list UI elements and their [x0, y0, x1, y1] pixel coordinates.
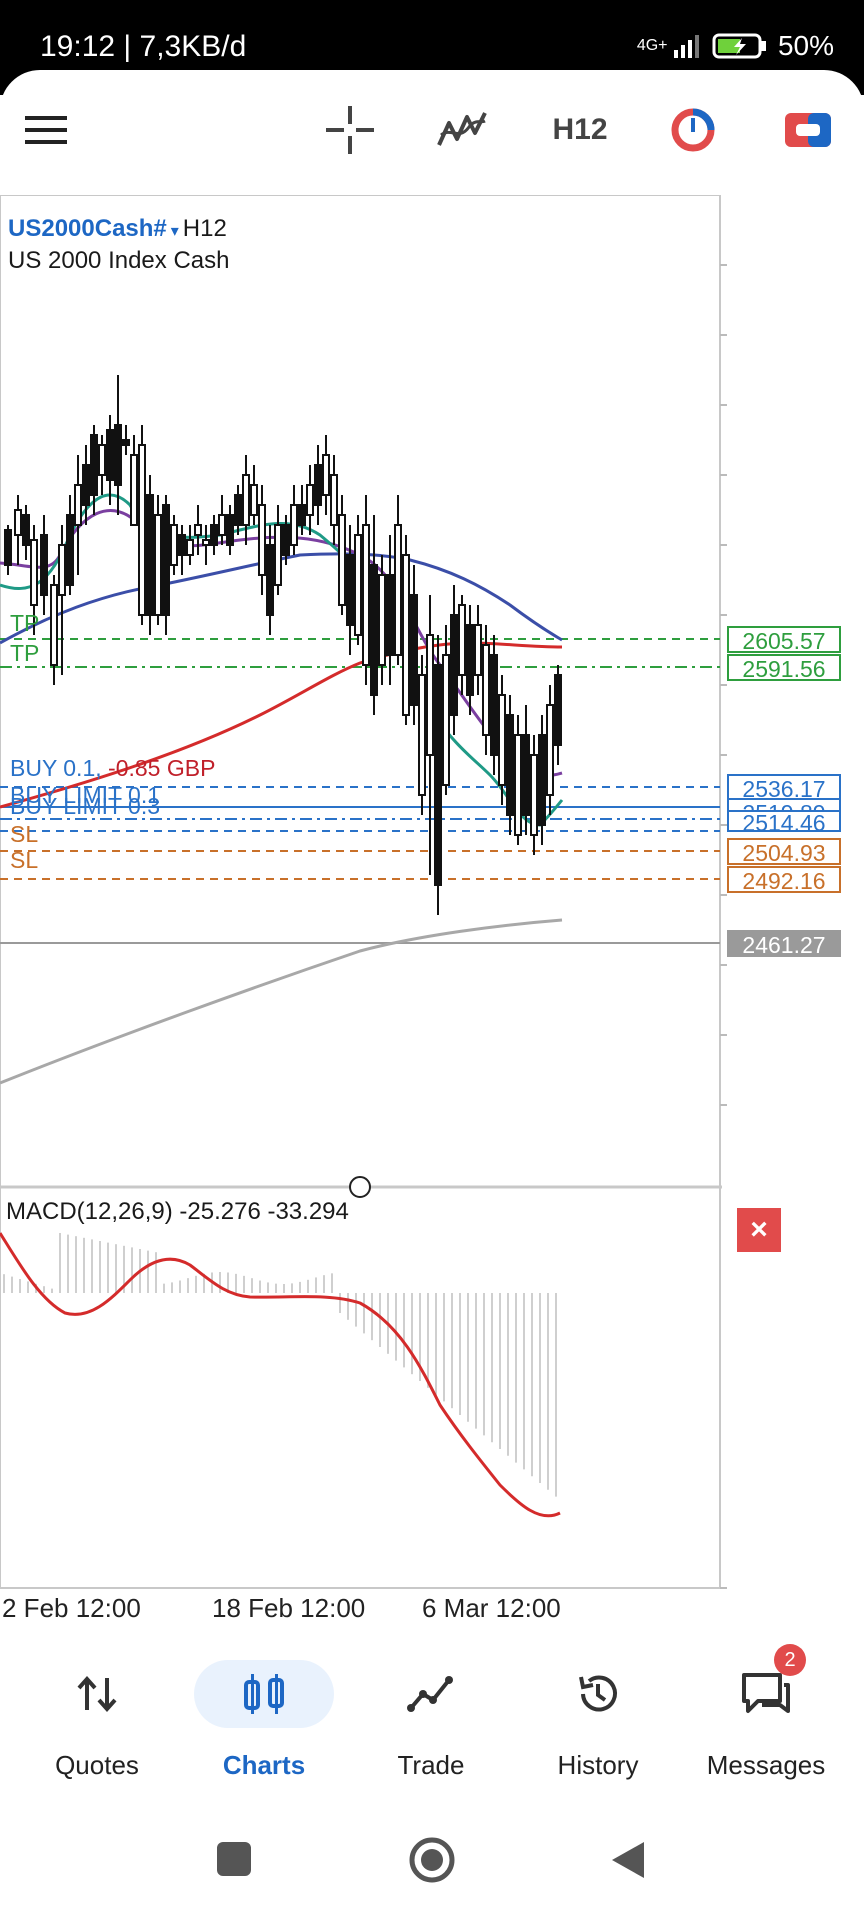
chart-symbol-header[interactable]: US2000Cash# ▾ H12 [8, 215, 227, 243]
ma-gray [0, 918, 563, 1085]
home-icon[interactable] [408, 1836, 456, 1884]
macd-histogram [3, 1233, 557, 1497]
trade-nav-icon [361, 1660, 501, 1728]
period-clock-icon [671, 108, 715, 152]
system-navigation [0, 1820, 864, 1920]
crosshair-button[interactable] [320, 90, 380, 170]
limit-label-2: BUY LIMIT 0.3 [10, 793, 160, 819]
chart-canvas[interactable] [0, 195, 864, 1615]
chart-toolbar: H12 [0, 70, 864, 195]
nav-history-label: History [557, 1750, 639, 1780]
bottom-navigation: Quotes Charts Trade History 2 Messages [0, 1640, 864, 1790]
chart-frame [0, 195, 721, 1589]
close-indicator-icon[interactable]: × [737, 1208, 781, 1252]
status-time: 19:12 | 7,3KB/d [40, 30, 247, 63]
symbol-description: US 2000 Index Cash [8, 247, 230, 274]
nav-trade[interactable]: Trade [351, 1640, 511, 1790]
ma-blue [0, 552, 563, 645]
price-label-tp1: 2605.57 [727, 626, 841, 654]
sl-label-2: SL [10, 847, 39, 873]
nav-quotes-label: Quotes [55, 1750, 139, 1780]
x-label-2: 18 Feb 12:00 [212, 1593, 366, 1623]
nav-charts[interactable]: Charts [184, 1640, 344, 1790]
price-label-tp2: 2591.56 [727, 654, 841, 682]
battery-icon [712, 33, 766, 59]
timeframe-button[interactable]: H12 [540, 90, 620, 170]
nav-messages-label: Messages [706, 1750, 826, 1780]
menu-button[interactable] [18, 90, 74, 170]
network-icon: 4G+ [637, 34, 702, 58]
status-right: 4G+ 50% [637, 30, 834, 62]
x-label-1: 2 Feb 12:00 [2, 1593, 141, 1623]
candlesticks [4, 375, 562, 915]
nav-history[interactable]: History [518, 1640, 678, 1790]
nav-quotes[interactable]: Quotes [17, 1640, 177, 1790]
tp-label-1: TP [10, 610, 40, 636]
back-icon[interactable] [610, 1840, 646, 1880]
limit-label-1: BUY LIMIT 0.1 [10, 782, 160, 808]
price-label-bid: 2461.27 [727, 930, 841, 958]
trade-icon [785, 113, 831, 147]
battery-percent: 50% [777, 30, 834, 61]
price-label-limit2: 2514.46 [727, 810, 841, 832]
panel-resize-handle[interactable] [349, 1176, 371, 1198]
sl-label-1: SL [10, 821, 39, 847]
price-label-position: 2536.17 [727, 774, 841, 802]
history-icon [528, 1660, 668, 1728]
symbol-timeframe: H12 [182, 215, 227, 242]
position-volume: BUY 0.1, [10, 755, 102, 781]
price-axis-ticks [720, 264, 727, 1589]
recent-apps-icon[interactable] [215, 1840, 253, 1878]
price-label-sl1: 2504.93 [727, 838, 841, 866]
symbol-name[interactable]: US2000Cash# [8, 215, 167, 242]
indicators-icon [437, 112, 487, 146]
messages-badge: 2 [774, 1644, 806, 1676]
one-click-trade-button[interactable] [780, 90, 836, 170]
nav-messages[interactable]: 2 Messages [686, 1640, 846, 1790]
price-label-sl2: 2492.16 [727, 866, 841, 894]
quotes-icon [27, 1660, 167, 1728]
position-profit: -0.85 GBP [108, 755, 216, 781]
period-button[interactable] [665, 90, 721, 170]
hamburger-icon [25, 116, 67, 144]
messages-icon [696, 1660, 836, 1728]
macd-label: MACD(12,26,9) -25.276 -33.294 [6, 1198, 349, 1225]
charts-icon [194, 1660, 334, 1728]
tp-label-2: TP [10, 640, 40, 666]
ma-red [0, 641, 563, 809]
chart-area[interactable]: US2000Cash# ▾ H12 US 2000 Index Cash TP TP… [0, 195, 864, 1623]
indicators-button[interactable] [432, 90, 492, 170]
x-label-3: 6 Mar 12:00 [422, 1593, 561, 1623]
symbol-dropdown-icon[interactable]: ▾ [170, 223, 179, 240]
nav-trade-label: Trade [397, 1750, 465, 1780]
macd-signal-line [0, 1232, 561, 1518]
timeframe-label: H12 [552, 113, 608, 146]
nav-charts-label: Charts [222, 1750, 306, 1780]
position-label: BUY 0.1, -0.85 GBP [10, 755, 215, 782]
crosshair-icon [326, 106, 374, 154]
